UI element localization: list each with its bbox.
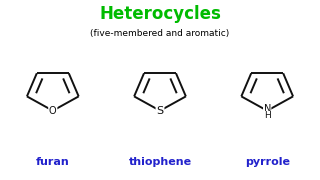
Text: thiophene: thiophene — [128, 157, 192, 167]
Text: Heterocycles: Heterocycles — [99, 5, 221, 23]
Text: pyrrole: pyrrole — [245, 157, 290, 167]
Text: (five-membered and aromatic): (five-membered and aromatic) — [90, 29, 230, 38]
Text: S: S — [156, 106, 164, 116]
Text: furan: furan — [36, 157, 70, 167]
Text: O: O — [49, 106, 57, 116]
Text: N: N — [263, 104, 271, 114]
Text: H: H — [264, 111, 271, 120]
